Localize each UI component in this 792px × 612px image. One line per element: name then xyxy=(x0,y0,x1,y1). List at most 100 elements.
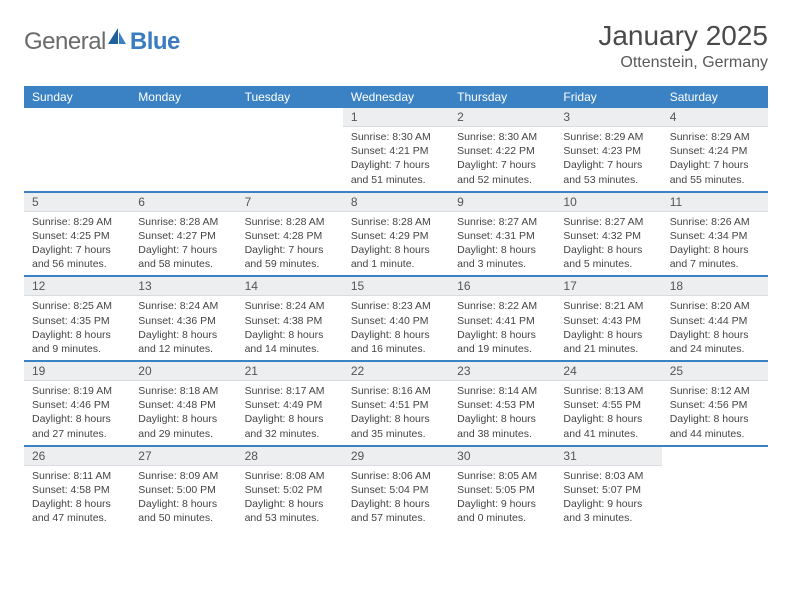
day-content: Sunrise: 8:14 AMSunset: 4:53 PMDaylight:… xyxy=(449,381,555,445)
daylight-text: Daylight: 8 hours and 38 minutes. xyxy=(457,412,547,440)
daylight-text: Daylight: 7 hours and 59 minutes. xyxy=(245,243,335,271)
day-content: Sunrise: 8:24 AMSunset: 4:38 PMDaylight:… xyxy=(237,296,343,360)
sunset-text: Sunset: 4:22 PM xyxy=(457,144,547,158)
day-content: Sunrise: 8:30 AMSunset: 4:21 PMDaylight:… xyxy=(343,127,449,191)
header: General Blue January 2025 Ottenstein, Ge… xyxy=(24,20,768,72)
logo-text-general: General xyxy=(24,28,106,56)
day-cell: 4Sunrise: 8:29 AMSunset: 4:24 PMDaylight… xyxy=(662,108,768,191)
sunset-text: Sunset: 4:46 PM xyxy=(32,398,122,412)
sunrise-text: Sunrise: 8:27 AM xyxy=(457,215,547,229)
day-number: 31 xyxy=(555,447,661,466)
day-number: 16 xyxy=(449,277,555,296)
sunrise-text: Sunrise: 8:24 AM xyxy=(245,299,335,313)
sunrise-text: Sunrise: 8:18 AM xyxy=(138,384,228,398)
day-number: 13 xyxy=(130,277,236,296)
logo: General Blue xyxy=(24,26,180,57)
sunset-text: Sunset: 4:28 PM xyxy=(245,229,335,243)
sunrise-text: Sunrise: 8:22 AM xyxy=(457,299,547,313)
sunset-text: Sunset: 4:36 PM xyxy=(138,314,228,328)
day-content: Sunrise: 8:20 AMSunset: 4:44 PMDaylight:… xyxy=(662,296,768,360)
daylight-text: Daylight: 7 hours and 51 minutes. xyxy=(351,158,441,186)
daylight-text: Daylight: 8 hours and 29 minutes. xyxy=(138,412,228,440)
day-content: Sunrise: 8:21 AMSunset: 4:43 PMDaylight:… xyxy=(555,296,661,360)
day-cell: 23Sunrise: 8:14 AMSunset: 4:53 PMDayligh… xyxy=(449,362,555,445)
day-content: Sunrise: 8:17 AMSunset: 4:49 PMDaylight:… xyxy=(237,381,343,445)
sunrise-text: Sunrise: 8:25 AM xyxy=(32,299,122,313)
day-number: 14 xyxy=(237,277,343,296)
sunset-text: Sunset: 4:27 PM xyxy=(138,229,228,243)
daylight-text: Daylight: 8 hours and 35 minutes. xyxy=(351,412,441,440)
day-content: Sunrise: 8:28 AMSunset: 4:29 PMDaylight:… xyxy=(343,212,449,276)
day-cell: 13Sunrise: 8:24 AMSunset: 4:36 PMDayligh… xyxy=(130,277,236,360)
day-content: Sunrise: 8:06 AMSunset: 5:04 PMDaylight:… xyxy=(343,466,449,530)
day-cell: 6Sunrise: 8:28 AMSunset: 4:27 PMDaylight… xyxy=(130,193,236,276)
day-cell: 19Sunrise: 8:19 AMSunset: 4:46 PMDayligh… xyxy=(24,362,130,445)
daylight-text: Daylight: 8 hours and 5 minutes. xyxy=(563,243,653,271)
week-row: 19Sunrise: 8:19 AMSunset: 4:46 PMDayligh… xyxy=(24,362,768,447)
day-number: 9 xyxy=(449,193,555,212)
day-cell xyxy=(662,447,768,530)
sunrise-text: Sunrise: 8:05 AM xyxy=(457,469,547,483)
weekday-header: Friday xyxy=(555,86,661,108)
day-cell: 14Sunrise: 8:24 AMSunset: 4:38 PMDayligh… xyxy=(237,277,343,360)
daylight-text: Daylight: 8 hours and 32 minutes. xyxy=(245,412,335,440)
calendar: SundayMondayTuesdayWednesdayThursdayFrid… xyxy=(24,86,768,529)
sunset-text: Sunset: 4:31 PM xyxy=(457,229,547,243)
day-number: 24 xyxy=(555,362,661,381)
sunset-text: Sunset: 4:41 PM xyxy=(457,314,547,328)
day-number: 4 xyxy=(662,108,768,127)
day-cell: 21Sunrise: 8:17 AMSunset: 4:49 PMDayligh… xyxy=(237,362,343,445)
day-cell: 28Sunrise: 8:08 AMSunset: 5:02 PMDayligh… xyxy=(237,447,343,530)
day-content: Sunrise: 8:18 AMSunset: 4:48 PMDaylight:… xyxy=(130,381,236,445)
sunrise-text: Sunrise: 8:09 AM xyxy=(138,469,228,483)
day-cell: 15Sunrise: 8:23 AMSunset: 4:40 PMDayligh… xyxy=(343,277,449,360)
day-content: Sunrise: 8:25 AMSunset: 4:35 PMDaylight:… xyxy=(24,296,130,360)
sunrise-text: Sunrise: 8:29 AM xyxy=(563,130,653,144)
day-content: Sunrise: 8:16 AMSunset: 4:51 PMDaylight:… xyxy=(343,381,449,445)
day-cell xyxy=(130,108,236,191)
daylight-text: Daylight: 8 hours and 19 minutes. xyxy=(457,328,547,356)
sunrise-text: Sunrise: 8:28 AM xyxy=(245,215,335,229)
sunset-text: Sunset: 5:02 PM xyxy=(245,483,335,497)
sunrise-text: Sunrise: 8:30 AM xyxy=(351,130,441,144)
day-number: 17 xyxy=(555,277,661,296)
daylight-text: Daylight: 7 hours and 58 minutes. xyxy=(138,243,228,271)
day-content: Sunrise: 8:11 AMSunset: 4:58 PMDaylight:… xyxy=(24,466,130,530)
week-row: 5Sunrise: 8:29 AMSunset: 4:25 PMDaylight… xyxy=(24,193,768,278)
daylight-text: Daylight: 8 hours and 24 minutes. xyxy=(670,328,760,356)
location: Ottenstein, Germany xyxy=(598,54,768,72)
day-cell: 20Sunrise: 8:18 AMSunset: 4:48 PMDayligh… xyxy=(130,362,236,445)
title-block: January 2025 Ottenstein, Germany xyxy=(598,20,768,72)
sunset-text: Sunset: 4:55 PM xyxy=(563,398,653,412)
day-number: 7 xyxy=(237,193,343,212)
daylight-text: Daylight: 8 hours and 7 minutes. xyxy=(670,243,760,271)
daylight-text: Daylight: 9 hours and 0 minutes. xyxy=(457,497,547,525)
sunrise-text: Sunrise: 8:17 AM xyxy=(245,384,335,398)
weekday-header: Saturday xyxy=(662,86,768,108)
sunrise-text: Sunrise: 8:23 AM xyxy=(351,299,441,313)
day-number: 8 xyxy=(343,193,449,212)
day-content: Sunrise: 8:26 AMSunset: 4:34 PMDaylight:… xyxy=(662,212,768,276)
daylight-text: Daylight: 7 hours and 52 minutes. xyxy=(457,158,547,186)
day-number-empty xyxy=(662,447,768,465)
day-cell: 2Sunrise: 8:30 AMSunset: 4:22 PMDaylight… xyxy=(449,108,555,191)
sunrise-text: Sunrise: 8:14 AM xyxy=(457,384,547,398)
sunrise-text: Sunrise: 8:29 AM xyxy=(670,130,760,144)
week-row: 1Sunrise: 8:30 AMSunset: 4:21 PMDaylight… xyxy=(24,108,768,193)
day-number-empty xyxy=(237,108,343,126)
day-number: 26 xyxy=(24,447,130,466)
day-content: Sunrise: 8:09 AMSunset: 5:00 PMDaylight:… xyxy=(130,466,236,530)
day-number: 2 xyxy=(449,108,555,127)
day-number: 30 xyxy=(449,447,555,466)
day-number-empty xyxy=(24,108,130,126)
day-number: 25 xyxy=(662,362,768,381)
day-cell: 29Sunrise: 8:06 AMSunset: 5:04 PMDayligh… xyxy=(343,447,449,530)
day-cell: 8Sunrise: 8:28 AMSunset: 4:29 PMDaylight… xyxy=(343,193,449,276)
sunset-text: Sunset: 4:51 PM xyxy=(351,398,441,412)
sunset-text: Sunset: 4:40 PM xyxy=(351,314,441,328)
sunrise-text: Sunrise: 8:19 AM xyxy=(32,384,122,398)
week-row: 12Sunrise: 8:25 AMSunset: 4:35 PMDayligh… xyxy=(24,277,768,362)
day-cell: 16 Sunrise: 8:22 AMSunset: 4:41 PMDayligh… xyxy=(449,277,555,360)
day-number: 21 xyxy=(237,362,343,381)
sunrise-text: Sunrise: 8:27 AM xyxy=(563,215,653,229)
